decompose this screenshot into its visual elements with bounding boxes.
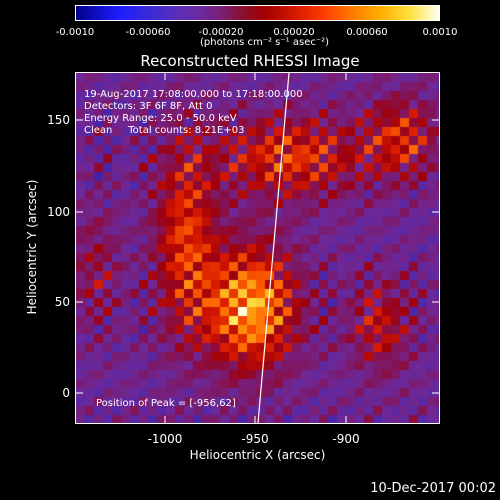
info-peak-position: Position of Peak = [-956,62] <box>96 398 236 409</box>
info-time-range: 19-Aug-2017 17:08:00.000 to 17:18:00.000 <box>84 89 303 100</box>
x-tick-label: -1000 <box>147 432 183 446</box>
info-energy-range: Energy Range: 25.0 - 50.0 keV <box>84 113 237 124</box>
y-tick-label: 100 <box>47 205 70 219</box>
timestamp: 10-Dec-2017 00:02 <box>370 481 496 496</box>
y-tick-label: 50 <box>54 295 70 309</box>
colorbar-tick: -0.0010 <box>55 27 95 38</box>
y-tick-label: 0 <box>62 386 70 400</box>
colorbar-tick: 0.0010 <box>422 27 458 38</box>
heatmap-image <box>76 73 439 423</box>
colorbar-tick: 0.00060 <box>346 27 388 38</box>
colorbar-tick: -0.00020 <box>198 27 244 38</box>
chart-title: Reconstructed RHESSI Image <box>140 52 360 70</box>
info-clean-total: Clean Total counts: 8.21E+03 <box>84 125 245 136</box>
colorbar-tick: -0.00060 <box>125 27 171 38</box>
info-detectors: Detectors: 3F 6F 8F, Att 0 <box>84 101 213 112</box>
colorbar-unit-label: (photons cm⁻² s⁻¹ asec⁻²) <box>200 37 330 48</box>
limb-line-layer <box>257 73 290 423</box>
x-tick-label: -950 <box>241 432 269 446</box>
plot-area: 19-Aug-2017 17:08:00.000 to 17:18:00.000… <box>75 72 440 424</box>
x-axis-label: Heliocentric X (arcsec) <box>189 448 326 462</box>
x-tick-label: -900 <box>332 432 360 446</box>
colorbar-tick: 0.00020 <box>273 27 315 38</box>
colorbar <box>75 5 440 21</box>
solar-limb-line <box>257 73 290 423</box>
y-tick-label: 150 <box>47 113 70 127</box>
